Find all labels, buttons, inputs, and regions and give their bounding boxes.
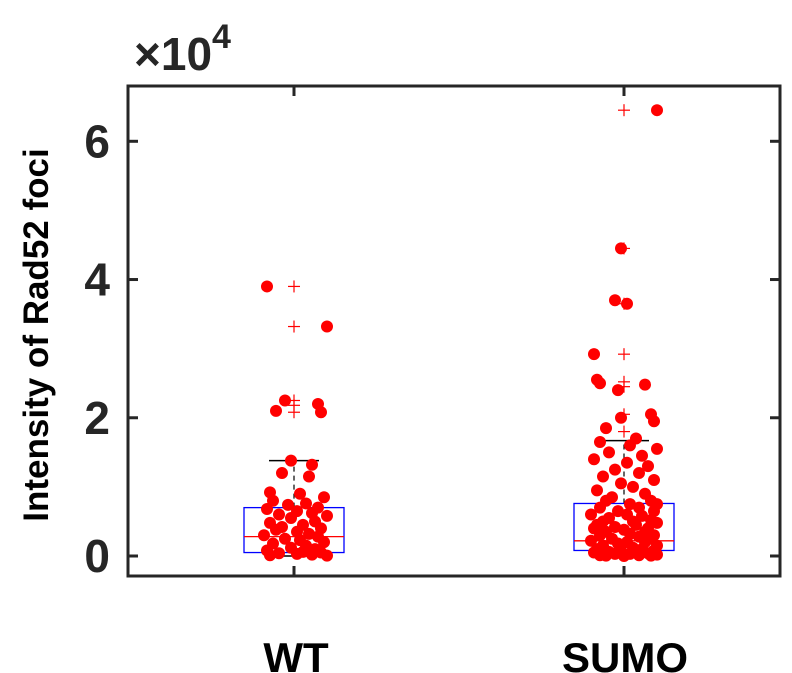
data-point-wt	[276, 467, 288, 480]
data-point-wt	[321, 549, 333, 562]
data-point-sumo	[609, 463, 621, 476]
data-point-sumo	[651, 104, 663, 117]
data-point-wt	[321, 509, 333, 522]
multiplier-base: ×10	[134, 28, 212, 80]
data-point-sumo	[618, 550, 630, 562]
data-point-sumo	[588, 348, 600, 361]
data-point-sumo	[588, 453, 600, 466]
data-point-sumo	[630, 518, 642, 531]
y-tick-label: 4	[84, 254, 110, 306]
data-point-wt	[261, 503, 273, 515]
data-point-sumo	[600, 422, 612, 435]
data-point-sumo	[627, 480, 639, 493]
data-point-wt	[273, 508, 285, 521]
data-point-wt	[270, 404, 282, 417]
data-point-wt	[285, 511, 297, 524]
data-point-wt	[294, 487, 306, 500]
y-tick-label: 0	[84, 530, 110, 582]
multiplier-exponent: 4	[212, 18, 231, 56]
data-point-sumo	[621, 297, 633, 310]
x-category-label-sumo: SUMO	[562, 634, 688, 673]
data-point-wt	[321, 320, 333, 333]
data-point-wt	[285, 454, 297, 467]
data-point-sumo	[624, 498, 636, 511]
data-point-sumo	[594, 435, 606, 448]
data-point-sumo	[609, 294, 621, 307]
data-point-wt	[291, 547, 303, 560]
data-point-sumo	[633, 467, 645, 480]
outlier-marker-wt	[288, 406, 300, 419]
data-point-wt	[258, 529, 270, 542]
data-point-sumo	[600, 549, 612, 562]
data-point-sumo	[645, 549, 657, 562]
data-point-wt	[315, 406, 327, 419]
data-point-sumo	[594, 377, 606, 390]
data-point-sumo	[633, 549, 645, 562]
data-point-sumo	[615, 242, 627, 255]
data-point-sumo	[621, 456, 633, 469]
data-point-wt	[303, 527, 315, 540]
y-axis-label: Intensity of Rad52 foci	[17, 148, 56, 521]
data-point-sumo	[609, 547, 621, 560]
axes-frame	[126, 84, 782, 578]
outlier-marker-wt	[288, 280, 300, 293]
data-point-sumo	[615, 411, 627, 424]
y-axis-multiplier: ×104	[134, 18, 231, 80]
outlier-marker-sumo	[618, 104, 630, 117]
outlier-marker-sumo	[618, 348, 630, 361]
data-point-wt	[318, 491, 330, 504]
outlier-marker-wt	[288, 320, 300, 333]
data-point-sumo	[651, 516, 663, 529]
data-point-sumo	[615, 477, 627, 490]
data-point-sumo	[594, 529, 606, 542]
data-point-sumo	[648, 473, 660, 486]
data-point-sumo	[639, 378, 651, 391]
data-point-sumo	[624, 439, 636, 452]
data-point-wt	[270, 523, 282, 536]
data-point-sumo	[651, 442, 663, 455]
data-point-sumo	[609, 520, 621, 533]
y-tick-label: 6	[84, 115, 110, 167]
data-point-sumo	[591, 484, 603, 497]
data-point-sumo	[636, 509, 648, 522]
outlier-marker-sumo	[618, 425, 630, 438]
data-point-sumo	[594, 501, 606, 514]
y-tick-label: 2	[84, 392, 110, 444]
data-point-wt	[279, 394, 291, 407]
data-point-wt	[318, 536, 330, 549]
data-point-wt	[306, 548, 318, 561]
data-point-wt	[306, 458, 318, 471]
plot-area	[126, 84, 782, 578]
data-point-sumo	[597, 470, 609, 483]
data-point-sumo	[636, 449, 648, 462]
data-point-wt	[279, 532, 291, 545]
data-point-wt	[303, 470, 315, 483]
data-point-sumo	[648, 415, 660, 428]
data-point-wt	[264, 549, 276, 562]
x-category-label-wt: WT	[263, 634, 329, 673]
data-point-wt	[261, 280, 273, 293]
data-point-sumo	[612, 384, 624, 397]
data-point-sumo	[603, 446, 615, 459]
data-point-sumo	[585, 508, 597, 521]
data-point-sumo	[585, 534, 597, 547]
data-point-wt	[282, 498, 294, 511]
data-point-wt	[300, 497, 312, 510]
y-ticks: 0 2 4 6	[84, 86, 780, 582]
data-point-wt	[267, 494, 279, 507]
data-point-sumo	[642, 460, 654, 473]
data-point-sumo	[612, 505, 624, 518]
data-point-wt	[273, 547, 285, 560]
